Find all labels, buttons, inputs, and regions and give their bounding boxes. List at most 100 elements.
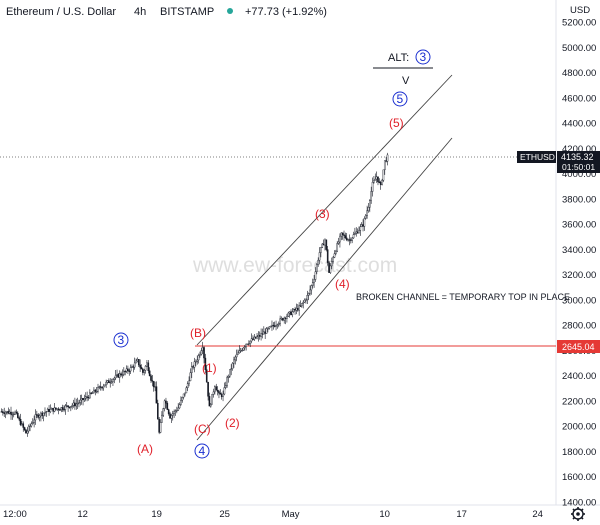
wave-label-5: 5 xyxy=(397,92,404,106)
symbol-tag-bg xyxy=(517,151,556,163)
price-tag-countdown: 01:50:01 xyxy=(562,162,595,172)
candle xyxy=(174,409,177,416)
candle xyxy=(2,409,4,416)
candle xyxy=(79,394,82,406)
candle xyxy=(67,405,69,412)
candle xyxy=(324,238,326,251)
candle xyxy=(171,410,174,421)
candle xyxy=(159,419,162,434)
candle xyxy=(307,292,310,301)
candle xyxy=(140,364,143,370)
candle xyxy=(330,257,333,270)
candle xyxy=(142,368,144,376)
candle xyxy=(137,359,140,367)
candle xyxy=(310,284,313,295)
candle xyxy=(356,228,359,234)
alt-below: V xyxy=(402,75,410,87)
x-tick-label: 12 xyxy=(77,509,88,520)
candle xyxy=(64,404,67,415)
candle xyxy=(210,403,212,408)
candle xyxy=(151,375,154,387)
candle xyxy=(108,378,110,383)
candle xyxy=(235,349,238,362)
candle xyxy=(76,397,79,409)
candle xyxy=(364,214,367,220)
candle xyxy=(385,156,387,163)
candle xyxy=(29,423,31,432)
candle xyxy=(132,364,135,373)
candle xyxy=(303,298,306,304)
alt-circle xyxy=(415,49,431,65)
wave-labels: 3 (A) (B) (1) (C) 4 (2) (3) (4) (5) 5 xyxy=(113,91,408,459)
candle xyxy=(184,392,186,397)
candle xyxy=(306,290,309,305)
candle xyxy=(305,298,307,304)
candle xyxy=(180,396,182,406)
exchange-label: BITSTAMP xyxy=(160,6,214,18)
candle xyxy=(239,347,242,353)
candle xyxy=(208,392,211,407)
candle xyxy=(152,381,155,392)
candle xyxy=(199,351,201,358)
candle xyxy=(18,415,20,422)
candle xyxy=(19,413,22,427)
interval-label: 4h xyxy=(134,6,146,18)
wave-label-3-minor: (3) xyxy=(315,207,330,221)
candle xyxy=(264,328,266,340)
price-tag-value: 4135.32 xyxy=(561,152,594,162)
wave-5-circle xyxy=(392,91,408,107)
candle xyxy=(83,394,86,403)
candle xyxy=(282,317,284,322)
y-tick-label: 2800.00 xyxy=(562,321,596,332)
candle xyxy=(150,374,152,383)
candle xyxy=(381,178,383,186)
candle xyxy=(68,406,71,409)
y-tick-label: 2000.00 xyxy=(562,422,596,433)
candle xyxy=(234,355,237,365)
candle xyxy=(113,376,116,384)
candle xyxy=(193,357,196,373)
candle xyxy=(120,371,122,377)
y-tick-label: 5200.00 xyxy=(562,18,596,29)
candle xyxy=(197,353,200,364)
candle xyxy=(99,381,102,391)
candle xyxy=(246,343,249,346)
candle xyxy=(336,240,339,253)
gear-icon[interactable] xyxy=(571,507,585,521)
candle xyxy=(60,406,63,413)
candle xyxy=(93,387,95,394)
candle xyxy=(301,303,303,308)
price-axis-panel[interactable] xyxy=(556,0,600,525)
candle xyxy=(280,316,283,321)
candle xyxy=(80,394,83,405)
candle xyxy=(254,336,257,339)
candle xyxy=(223,382,226,396)
candle xyxy=(185,385,188,394)
candle xyxy=(11,411,14,420)
candle xyxy=(3,407,6,418)
candle xyxy=(53,403,56,413)
candle xyxy=(136,357,139,363)
candle xyxy=(123,367,125,377)
candle xyxy=(33,415,35,428)
candle xyxy=(78,399,80,408)
candle xyxy=(8,409,11,415)
watermark: www.ew-forecast.com xyxy=(192,254,397,277)
candle xyxy=(25,429,27,434)
candle xyxy=(371,177,374,197)
candle xyxy=(288,311,291,318)
candle xyxy=(359,223,362,236)
candle xyxy=(61,404,64,412)
candle xyxy=(252,335,254,341)
x-tick-label: May xyxy=(282,509,300,520)
y-tick-label: 4600.00 xyxy=(562,93,596,104)
candle xyxy=(106,379,109,385)
alt-circled-number: 3 xyxy=(420,50,427,64)
candle xyxy=(63,405,65,413)
candle xyxy=(189,368,192,382)
candle xyxy=(162,407,165,418)
candle xyxy=(45,410,48,417)
candle xyxy=(158,417,160,435)
candle xyxy=(352,231,355,239)
